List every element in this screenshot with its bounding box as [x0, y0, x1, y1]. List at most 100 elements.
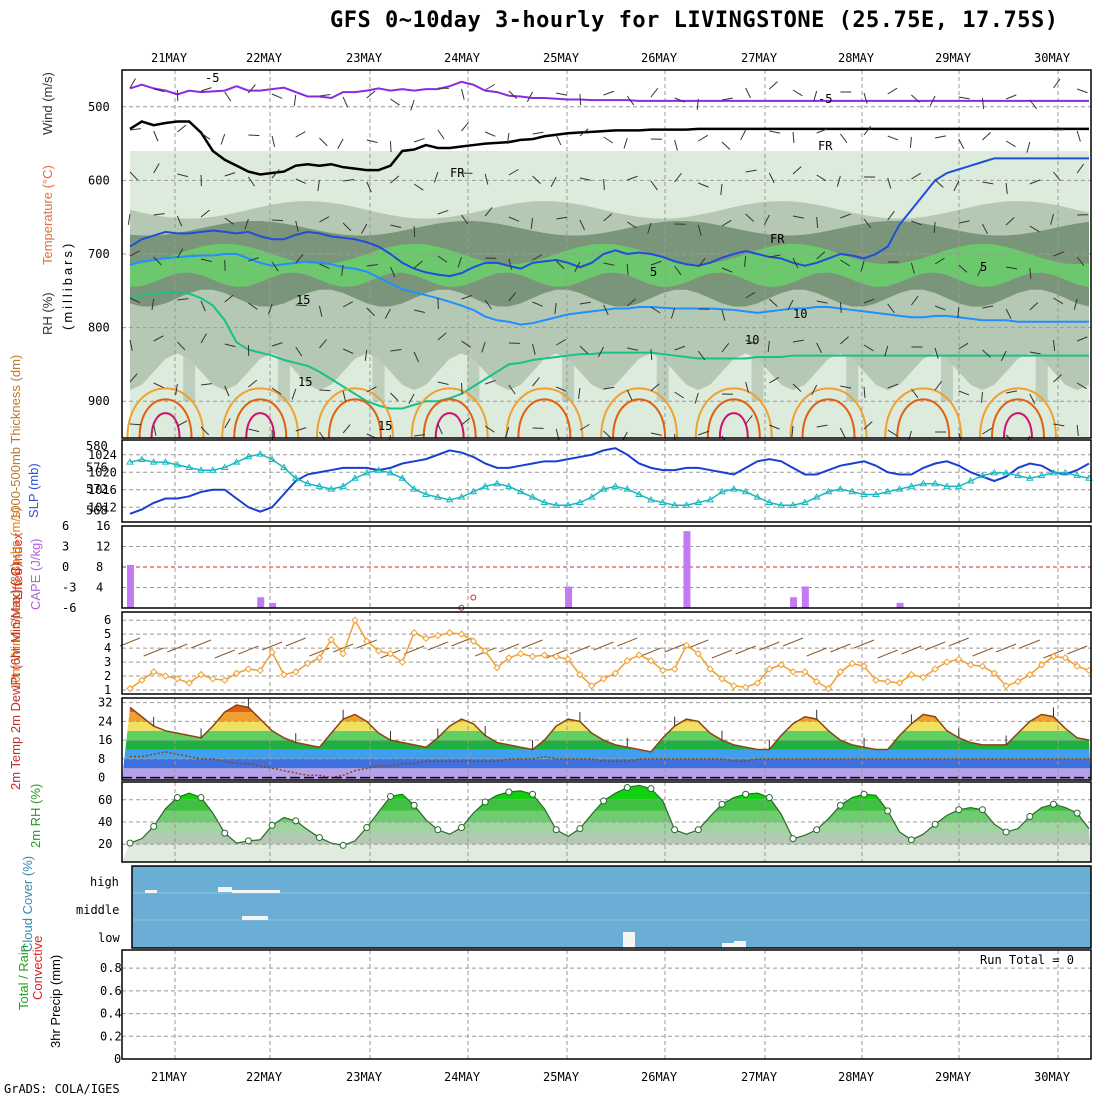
rh2m-marker — [647, 785, 655, 793]
wind-barb — [1076, 88, 1088, 94]
temp-contour-warm — [150, 412, 181, 439]
wind10-marker — [292, 668, 300, 676]
wind-barb — [911, 295, 919, 306]
panel-frame — [121, 439, 1092, 523]
thickness-marker — [623, 485, 632, 492]
wind-barb — [1053, 423, 1065, 427]
thickness-marker — [528, 493, 537, 500]
wind10-marker — [966, 661, 975, 669]
wind10-marker — [777, 661, 785, 669]
wind-barb — [366, 263, 378, 267]
rh2m-marker — [1002, 828, 1010, 836]
wind-barb — [247, 176, 255, 187]
rh-band — [122, 822, 1091, 834]
dewpt2m-line — [130, 751, 1089, 779]
thickness-marker — [398, 474, 407, 481]
wind-barb — [769, 376, 780, 384]
thickness-marker — [919, 479, 928, 487]
wind10-marker — [173, 675, 182, 683]
wind-barb — [768, 172, 775, 184]
wind10-marker — [505, 654, 513, 662]
wind-barb — [816, 174, 827, 182]
contour-label: FR — [770, 232, 785, 246]
thickness-marker — [1049, 468, 1058, 476]
wind-barb — [696, 98, 699, 110]
wind-barb — [763, 214, 770, 226]
rh2m-tick: 60 — [98, 793, 112, 807]
rh-band — [122, 833, 1091, 845]
wind-barb — [958, 96, 970, 100]
wind-barb — [721, 141, 731, 150]
slp-tick: 1020 — [88, 465, 117, 479]
cloud-cell — [734, 941, 746, 948]
wind-barb — [271, 93, 283, 99]
ylabel-rh2m: 2m RH (%) — [28, 784, 43, 848]
wind10-barb — [853, 639, 875, 649]
thickness-marker — [469, 487, 478, 495]
wind-barb — [484, 425, 495, 433]
rh2m-marker — [623, 784, 631, 792]
thickness-marker — [433, 493, 442, 500]
temp-contour-warm — [505, 387, 584, 439]
wind-barb — [248, 379, 258, 388]
wind-barb — [295, 178, 307, 184]
thickness-marker — [126, 458, 134, 465]
rh2m-marker — [1073, 809, 1081, 817]
temp-contour-10 — [129, 253, 1089, 326]
temp-contour-warm — [789, 387, 868, 439]
wind-barb — [792, 89, 803, 97]
wind-barb — [177, 173, 189, 178]
wind-barb — [153, 130, 159, 142]
li-marker — [470, 594, 477, 601]
wind-barb — [200, 87, 212, 92]
wind10-barb — [190, 639, 212, 649]
thickness-marker — [611, 482, 620, 489]
wind-barb — [769, 130, 781, 134]
rh-plume — [656, 320, 669, 402]
wind-barb — [384, 308, 391, 319]
wind-barb — [603, 262, 615, 266]
wind10-marker — [659, 666, 667, 675]
thickness-marker — [374, 466, 383, 473]
wind10-marker — [943, 658, 951, 666]
wind10-marker — [445, 629, 454, 637]
temp-contour-5 — [129, 157, 1089, 278]
temp2m-tick: 32 — [98, 696, 112, 710]
wind-barb — [437, 129, 445, 140]
wind-barb — [532, 175, 541, 185]
wind-barb — [413, 351, 420, 363]
temp-contour-FR — [129, 120, 1089, 176]
wind10-barb — [735, 645, 756, 655]
wind-barb — [909, 136, 912, 149]
wind10-marker — [848, 659, 856, 668]
thickness-marker — [303, 479, 312, 487]
wind-barb — [437, 209, 449, 215]
wind-barb — [839, 133, 848, 144]
cloud-level-middle: middle — [76, 903, 119, 917]
thickness-tick: 572 — [86, 482, 108, 496]
wind-barb — [934, 305, 946, 311]
wind10-tick: 2 — [104, 669, 111, 683]
wind-barb — [650, 180, 658, 191]
wind-barb — [295, 304, 307, 307]
wind-barb — [816, 342, 822, 354]
wind-barb — [627, 347, 639, 351]
wind-barb — [244, 218, 249, 230]
wind-barb — [271, 135, 276, 147]
thickness-marker — [966, 477, 975, 484]
rh2m-marker — [197, 794, 205, 802]
wind-barb — [1053, 251, 1064, 257]
wind-barb — [792, 257, 799, 269]
wind-barb — [461, 88, 465, 100]
ylabel-thickness: 1000-500mb Thickness (dm) — [8, 355, 23, 520]
wind-barb — [863, 386, 866, 399]
wind-barb — [151, 298, 155, 310]
thickness-marker — [729, 485, 738, 492]
date-label-bottom: 30MAY — [1034, 1070, 1071, 1084]
date-label-top: 27MAY — [741, 51, 778, 65]
wind10-marker — [363, 637, 371, 645]
wind-barb — [1073, 298, 1078, 310]
wind-barb — [481, 341, 486, 353]
wind-barb — [721, 219, 732, 227]
rh2m-marker — [458, 824, 466, 832]
